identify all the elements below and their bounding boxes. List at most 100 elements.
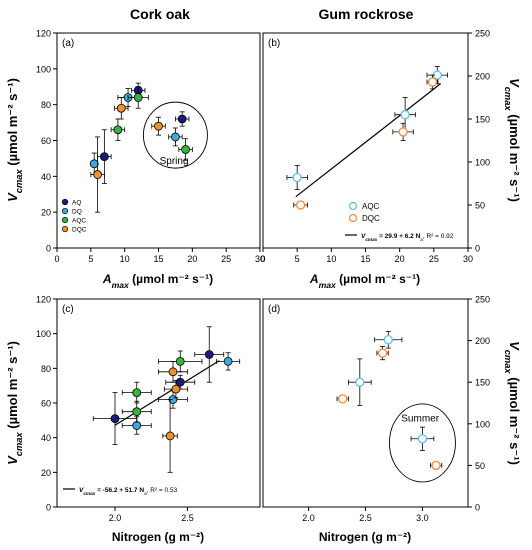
x-tick-label: 30	[255, 254, 265, 264]
panel-frame	[56, 32, 261, 249]
panel-d: 0 50 100 150 200 250 2.0 2.5 3.0 (d) Summer	[262, 295, 490, 523]
annotation-label: Summer	[401, 413, 439, 424]
legend-marker-AQC	[348, 201, 358, 211]
data-point-AQC	[286, 165, 308, 190]
marker-AQC	[181, 145, 190, 154]
y-tick-label: 100	[36, 64, 51, 74]
data-point-DQC	[162, 399, 178, 473]
panel-frame	[56, 298, 261, 508]
panel-a: 0 20 40 60 80 100 120 0 5 10 15 20 25 30 (a) Spring AQ DQ…	[36, 29, 265, 265]
marker-AQC	[417, 434, 428, 444]
panel-label: (c)	[62, 304, 74, 315]
panel-frame	[262, 298, 469, 508]
marker-DQC	[427, 77, 438, 87]
data-point-DQ	[216, 352, 241, 371]
marker-DQ	[132, 421, 142, 430]
summer-ellipse	[388, 403, 456, 483]
marker-DQC	[116, 103, 126, 113]
panel-b: 0 50 100 150 200 250 0 5 10 15 20 25 30 (b) AQC DQC Vcma…	[260, 29, 490, 265]
data-point-DQC	[90, 136, 105, 213]
x-tick-label: 2.0	[302, 513, 315, 523]
x-tick-label: 5	[295, 254, 300, 264]
data-point-AQC	[394, 97, 416, 133]
x-tick-label: 10	[326, 254, 336, 264]
x-tick-label: 15	[153, 254, 163, 264]
panel-label: (a)	[62, 38, 74, 49]
marker-AQ	[177, 114, 187, 124]
legend-marker-DQ	[61, 207, 69, 215]
data-point-DQC	[430, 460, 443, 471]
spring-ellipse	[142, 101, 208, 169]
legend-marker-DQC	[61, 225, 69, 233]
y-axis-label-a: Vcmax (µmol m⁻² s⁻¹)	[5, 78, 24, 202]
data-point-AQC	[426, 66, 448, 85]
data-point-AQC	[348, 358, 372, 406]
data-point-DQC	[426, 74, 439, 90]
data-point-AQC	[178, 138, 193, 161]
x-tick-label: 3.0	[416, 513, 429, 523]
marker-AQC	[132, 388, 142, 398]
column-title-gum-rockrose: Gum rockrose	[319, 6, 414, 22]
data-point-DQC	[293, 200, 308, 210]
legend-label-AQC: AQC	[362, 202, 380, 211]
x-tick-label: 30	[463, 254, 473, 264]
x-tick-label: 5	[88, 254, 93, 264]
x-axis-label-b: Amax (µmol m⁻² s⁻¹)	[309, 272, 420, 290]
data-point-AQ	[92, 392, 138, 446]
y-tick-label: 120	[36, 295, 51, 305]
marker-DQC	[154, 121, 163, 131]
data-point-DQ	[168, 127, 183, 147]
data-point-DQC	[392, 122, 414, 141]
y-tick-label: 200	[475, 72, 490, 82]
x-tick-label: 2.5	[359, 513, 372, 523]
marker-DQ	[89, 159, 99, 169]
marker-AQC	[132, 407, 142, 417]
y-tick-label: 20	[41, 468, 51, 478]
legend-marker-DQC	[348, 213, 358, 223]
y-tick-label: 0	[46, 503, 51, 513]
data-point-DQC	[114, 97, 129, 120]
marker-DQC	[338, 394, 348, 404]
panel-c: 0 20 40 60 80 100 120 2.0 2.5 (c) Vcmax = -56.2 + …	[36, 295, 261, 523]
x-tick-label: 20	[187, 254, 197, 264]
x-tick-label: 15	[360, 254, 370, 264]
annotation-label: Spring	[160, 156, 189, 167]
y-axis-label-c: Vcmax (µmol m⁻² s⁻¹)	[5, 341, 24, 465]
marker-AQ	[204, 350, 214, 359]
marker-DQC	[295, 200, 306, 210]
marker-AQC	[383, 335, 393, 345]
marker-AQC	[400, 110, 410, 120]
marker-DQC	[93, 170, 102, 179]
marker-AQC	[175, 356, 185, 366]
data-point-DQC	[158, 360, 188, 383]
y-tick-label: 40	[41, 172, 51, 182]
x-axis-label-c: Nitrogen (g m⁻²)	[112, 530, 204, 544]
x-tick-label: 2.0	[109, 513, 122, 523]
y-axis-label-d: Vcmax (µmol m⁻² s⁻¹)	[503, 341, 522, 465]
x-tick-label: 0	[260, 254, 265, 264]
marker-DQC	[431, 460, 441, 471]
data-point-AQC	[127, 86, 149, 109]
y-tick-label: 250	[475, 295, 490, 305]
data-point-DQ	[158, 390, 188, 409]
data-point-AQC	[110, 118, 126, 141]
marker-DQC	[377, 348, 388, 358]
y-tick-label: 20	[41, 208, 51, 218]
y-tick-label: 100	[475, 158, 490, 168]
marker-DQ	[223, 356, 233, 366]
data-point-AQ	[165, 374, 196, 390]
legend-label-DQC: DQC	[72, 227, 87, 234]
y-tick-label: 50	[475, 201, 485, 211]
data-point-DQC	[151, 116, 166, 136]
fit-equation-label: Vcmax = 29.9 + 6.2 Na, R² = 0.92	[361, 233, 454, 242]
legend-label-DQ: DQ	[72, 209, 82, 216]
panel-label: (b)	[268, 38, 280, 49]
y-tick-label: 150	[475, 115, 490, 125]
marker-DQC	[171, 384, 181, 394]
y-tick-label: 150	[475, 378, 490, 388]
x-tick-label: 10	[120, 254, 130, 264]
marker-AQ	[99, 152, 109, 162]
y-tick-label: 80	[41, 100, 51, 110]
marker-AQ	[110, 414, 120, 424]
